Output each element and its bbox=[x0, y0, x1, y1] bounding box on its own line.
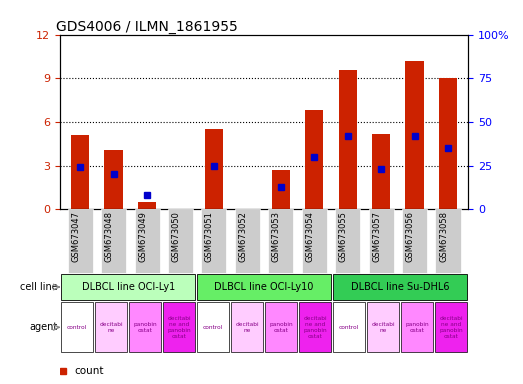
FancyBboxPatch shape bbox=[129, 303, 162, 352]
Text: GSM673055: GSM673055 bbox=[339, 211, 348, 262]
FancyBboxPatch shape bbox=[163, 303, 196, 352]
Bar bbox=[205, 129, 223, 209]
Bar bbox=[338, 70, 357, 209]
FancyBboxPatch shape bbox=[268, 209, 293, 273]
Bar bbox=[372, 134, 390, 209]
FancyBboxPatch shape bbox=[134, 209, 160, 273]
Bar bbox=[405, 61, 424, 209]
FancyBboxPatch shape bbox=[299, 303, 332, 352]
Text: decitabi
ne and
panobin
ostat: decitabi ne and panobin ostat bbox=[303, 316, 327, 339]
Text: GSM673049: GSM673049 bbox=[138, 211, 147, 262]
Text: count: count bbox=[74, 366, 104, 376]
Text: agent: agent bbox=[30, 322, 58, 333]
Text: GSM673053: GSM673053 bbox=[272, 211, 281, 262]
FancyBboxPatch shape bbox=[369, 209, 394, 273]
FancyBboxPatch shape bbox=[235, 209, 260, 273]
Text: decitabi
ne: decitabi ne bbox=[99, 322, 123, 333]
Text: DLBCL line OCI-Ly10: DLBCL line OCI-Ly10 bbox=[214, 282, 314, 292]
Text: GSM673054: GSM673054 bbox=[305, 211, 314, 262]
Text: GSM673050: GSM673050 bbox=[172, 211, 180, 262]
FancyBboxPatch shape bbox=[333, 274, 468, 300]
FancyBboxPatch shape bbox=[61, 303, 94, 352]
Text: decitabi
ne and
panobin
ostat: decitabi ne and panobin ostat bbox=[439, 316, 463, 339]
FancyBboxPatch shape bbox=[402, 209, 427, 273]
FancyBboxPatch shape bbox=[335, 209, 360, 273]
Text: decitabi
ne: decitabi ne bbox=[235, 322, 259, 333]
Text: control: control bbox=[67, 325, 87, 330]
Text: decitabi
ne and
panobin
ostat: decitabi ne and panobin ostat bbox=[167, 316, 191, 339]
FancyBboxPatch shape bbox=[231, 303, 264, 352]
FancyBboxPatch shape bbox=[197, 274, 332, 300]
FancyBboxPatch shape bbox=[302, 209, 327, 273]
Bar bbox=[305, 110, 323, 209]
Text: control: control bbox=[339, 325, 359, 330]
FancyBboxPatch shape bbox=[265, 303, 298, 352]
FancyBboxPatch shape bbox=[168, 209, 193, 273]
Text: GSM673056: GSM673056 bbox=[405, 211, 415, 262]
Text: DLBCL line OCI-Ly1: DLBCL line OCI-Ly1 bbox=[82, 282, 175, 292]
Text: DLBCL line Su-DHL6: DLBCL line Su-DHL6 bbox=[351, 282, 449, 292]
Text: control: control bbox=[203, 325, 223, 330]
Text: GSM673058: GSM673058 bbox=[439, 211, 448, 262]
FancyBboxPatch shape bbox=[201, 209, 226, 273]
FancyBboxPatch shape bbox=[436, 209, 461, 273]
Text: cell line: cell line bbox=[20, 282, 58, 292]
FancyBboxPatch shape bbox=[61, 274, 196, 300]
Text: GSM673047: GSM673047 bbox=[71, 211, 80, 262]
Text: GDS4006 / ILMN_1861955: GDS4006 / ILMN_1861955 bbox=[56, 20, 238, 33]
Text: GSM673052: GSM673052 bbox=[238, 211, 247, 262]
FancyBboxPatch shape bbox=[197, 303, 230, 352]
FancyBboxPatch shape bbox=[435, 303, 468, 352]
FancyBboxPatch shape bbox=[95, 303, 128, 352]
Text: panobin
ostat: panobin ostat bbox=[133, 322, 157, 333]
Text: GSM673048: GSM673048 bbox=[105, 211, 113, 262]
FancyBboxPatch shape bbox=[401, 303, 434, 352]
FancyBboxPatch shape bbox=[333, 303, 366, 352]
FancyBboxPatch shape bbox=[101, 209, 126, 273]
FancyBboxPatch shape bbox=[367, 303, 400, 352]
Text: panobin
ostat: panobin ostat bbox=[405, 322, 429, 333]
Bar bbox=[138, 202, 156, 209]
Text: panobin
ostat: panobin ostat bbox=[269, 322, 293, 333]
Text: decitabi
ne: decitabi ne bbox=[371, 322, 395, 333]
Bar bbox=[71, 135, 89, 209]
Bar bbox=[105, 150, 123, 209]
FancyBboxPatch shape bbox=[67, 209, 93, 273]
Bar bbox=[271, 170, 290, 209]
Bar bbox=[439, 78, 457, 209]
Text: GSM673051: GSM673051 bbox=[205, 211, 214, 262]
Text: GSM673057: GSM673057 bbox=[372, 211, 381, 262]
